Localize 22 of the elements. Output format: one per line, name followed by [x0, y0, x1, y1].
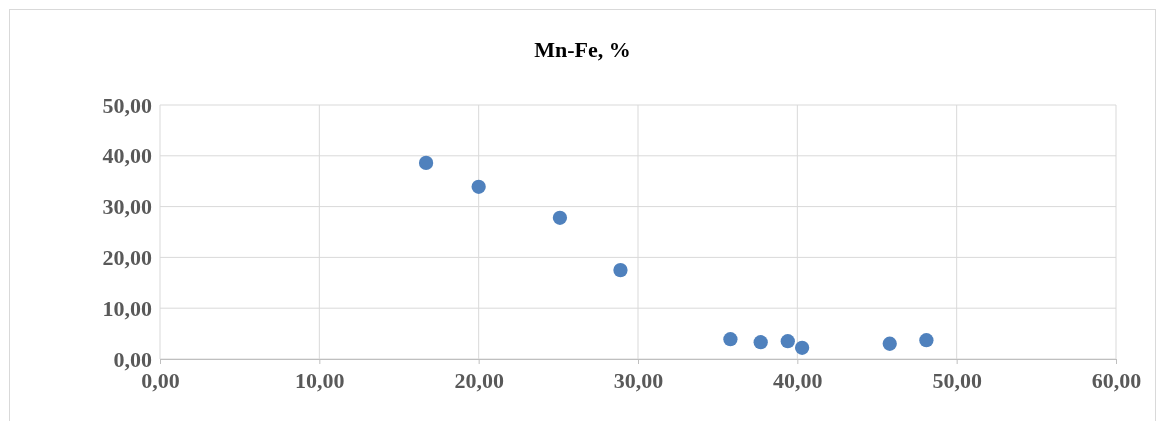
- point: [882, 336, 897, 351]
- point: [723, 332, 738, 347]
- point: [780, 334, 795, 349]
- y-tick-label: 50,00: [102, 92, 152, 118]
- y-tick-label: 40,00: [102, 143, 152, 169]
- point: [418, 155, 434, 171]
- x-tick-label: 20,00: [454, 367, 504, 393]
- y-tick-label: 20,00: [102, 244, 152, 270]
- point: [919, 333, 934, 348]
- y-tick-label: 10,00: [102, 295, 152, 321]
- x-tick-label: 30,00: [613, 367, 664, 393]
- y-tick-label: 30,00: [102, 194, 152, 220]
- point: [753, 335, 768, 350]
- point: [794, 340, 810, 355]
- point: [613, 262, 628, 278]
- x-tick-label: 50,00: [932, 367, 982, 393]
- x-tick-label: 60,00: [1091, 367, 1142, 393]
- x-tick-label: 10,00: [295, 367, 345, 393]
- x-tick-label: 40,00: [773, 367, 823, 393]
- chart-title: Mn-Fe, %: [534, 37, 631, 62]
- point: [552, 210, 568, 225]
- point: [471, 179, 486, 194]
